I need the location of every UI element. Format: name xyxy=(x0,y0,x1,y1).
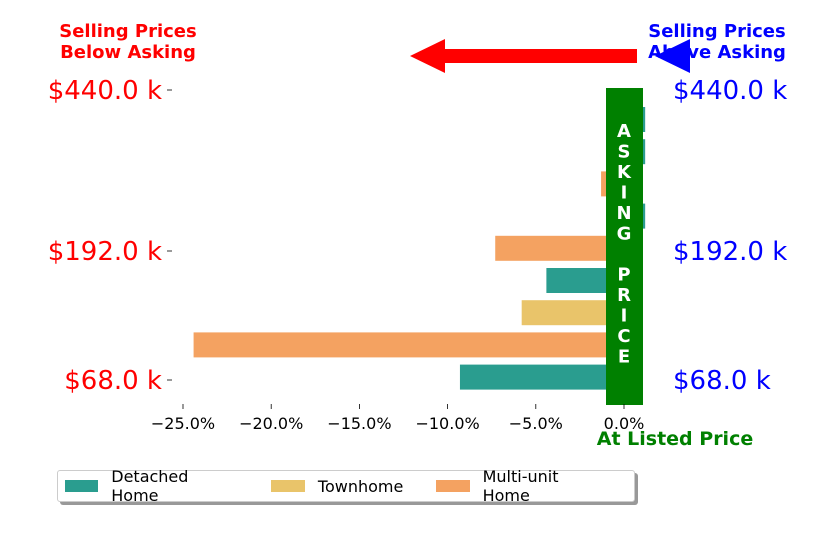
header-below-line2: Below Asking xyxy=(60,42,196,63)
y-axis-left: $440.0 k $192.0 k $68.0 k xyxy=(48,76,172,396)
y-label-left-2: $68.0 k xyxy=(64,366,162,396)
legend-swatch-townhome xyxy=(270,480,305,492)
asking-letter-4: N xyxy=(616,203,631,224)
bar-4 xyxy=(495,235,624,261)
asking-letter-9: I xyxy=(621,306,628,327)
asking-letter-1: S xyxy=(618,142,631,163)
x-tick-label-5: 0.0% xyxy=(604,414,645,433)
asking-letter-8: R xyxy=(617,285,631,306)
x-tick-label-1: −20.0% xyxy=(239,414,303,433)
legend-swatch-detached xyxy=(65,480,99,492)
y-axis-right: $440.0 k $192.0 k $68.0 k xyxy=(673,76,787,396)
legend-swatch-multiunit xyxy=(436,480,470,492)
x-tick-label-2: −15.0% xyxy=(327,414,391,433)
asking-letter-10: C xyxy=(617,326,630,347)
arrow-left-icon xyxy=(410,39,637,73)
header-below-line1: Selling Prices xyxy=(59,21,197,42)
bar-7 xyxy=(193,332,625,358)
legend-item-detached: Detached Home xyxy=(65,467,238,505)
legend: Detached Home Townhome Multi-unit Home xyxy=(57,467,635,505)
bar-8 xyxy=(459,364,624,390)
asking-letter-2: K xyxy=(617,162,632,183)
legend-label-multiunit: Multi-unit Home xyxy=(482,467,559,505)
header-above-asking: Selling Prices Above Asking xyxy=(617,21,817,63)
arrow-right-icon xyxy=(655,39,690,73)
legend-label-detached: Detached Home xyxy=(111,467,189,505)
x-axis: −25.0% −20.0% −15.0% −10.0% −5.0% 0.0% xyxy=(151,404,644,433)
x-tick-label-0: −25.0% xyxy=(151,414,215,433)
legend-label-townhome: Townhome xyxy=(317,476,404,496)
y-label-left-1: $192.0 k xyxy=(48,237,162,267)
legend-item-multiunit: Multi-unit Home xyxy=(436,467,608,505)
x-tick-label-3: −10.0% xyxy=(415,414,479,433)
header-above-line1: Selling Prices xyxy=(648,21,786,42)
asking-letter-0: A xyxy=(617,121,631,142)
y-label-right-0: $440.0 k xyxy=(673,76,787,106)
y-label-right-1: $192.0 k xyxy=(673,237,787,267)
y-label-right-2: $68.0 k xyxy=(673,366,771,396)
y-label-left-0: $440.0 k xyxy=(48,76,162,106)
bars-layer xyxy=(193,107,646,390)
at-listed-price-label: At Listed Price xyxy=(597,428,753,450)
legend-item-townhome: Townhome xyxy=(270,476,404,496)
header-below-asking: Selling Prices Below Asking xyxy=(28,21,228,63)
asking-price-band xyxy=(606,88,643,405)
header-above-line2: Above Asking xyxy=(648,42,786,63)
asking-letter-5: G xyxy=(617,224,632,245)
asking-letter-11: E xyxy=(618,347,630,368)
asking-letter-7: P xyxy=(617,265,630,286)
x-tick-label-4: −5.0% xyxy=(509,414,563,433)
asking-letter-3: I xyxy=(621,183,628,204)
